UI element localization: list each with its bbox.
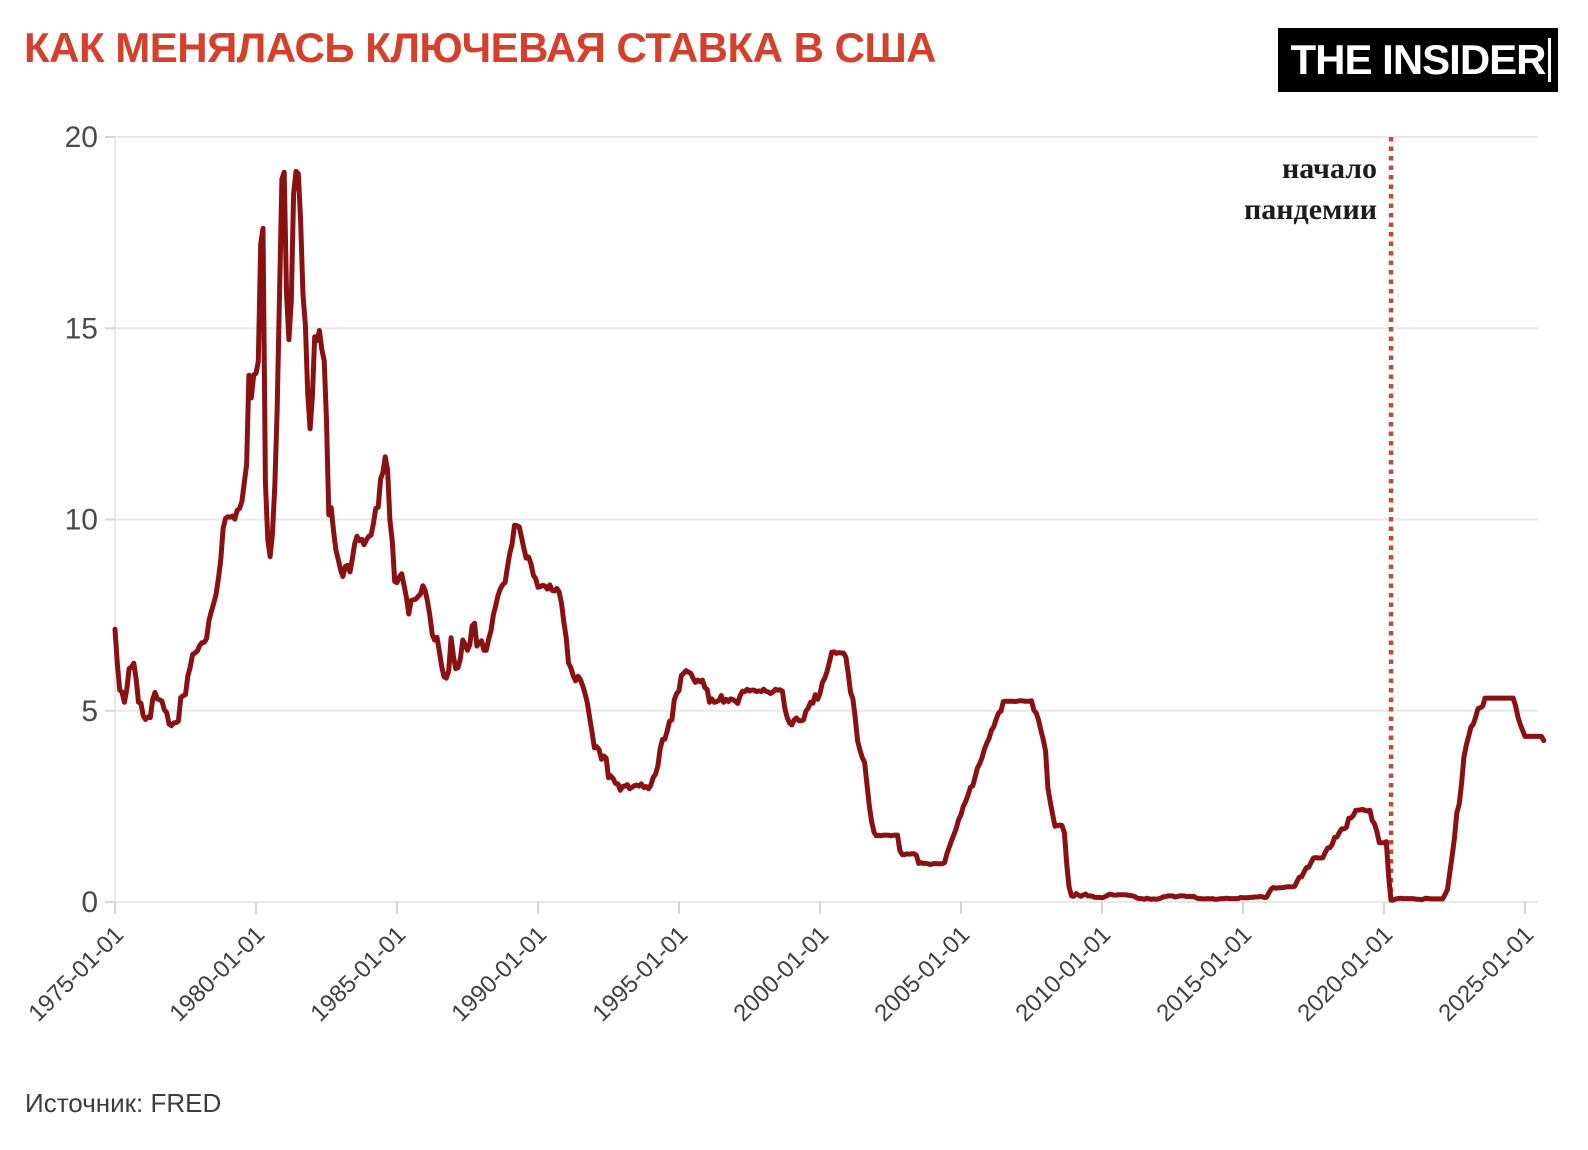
gridlines bbox=[114, 136, 1538, 903]
xtick-label-2005-01-01: 2005-01-01 bbox=[869, 921, 975, 1027]
xtick-label-1980-01-01: 1980-01-01 bbox=[164, 921, 270, 1027]
xtick-label-1975-01-01: 1975-01-01 bbox=[23, 921, 129, 1027]
xtick-label-1995-01-01: 1995-01-01 bbox=[587, 921, 693, 1027]
xtick-label-2015-01-01: 2015-01-01 bbox=[1151, 921, 1257, 1027]
pandemic-annotation: начало пандемии bbox=[1244, 148, 1377, 230]
page-title: КАК МЕНЯЛАСЬ КЛЮЧЕВАЯ СТАВКА В США bbox=[24, 24, 937, 71]
xtick-label-1985-01-01: 1985-01-01 bbox=[305, 921, 411, 1027]
xtick-label-1990-01-01: 1990-01-01 bbox=[446, 921, 552, 1027]
xtick-label-2020-01-01: 2020-01-01 bbox=[1292, 921, 1398, 1027]
ytick-label-5: 5 bbox=[81, 695, 98, 728]
source-note: Источник: FRED bbox=[25, 1088, 222, 1118]
fed-funds-rate-line bbox=[112, 168, 1547, 903]
pandemic-annotation-line2: пандемии bbox=[1243, 193, 1378, 226]
ytick-label-0: 0 bbox=[81, 886, 98, 919]
logo-cursor-bar bbox=[1548, 38, 1551, 82]
logo-text: THE INSIDER bbox=[1290, 36, 1546, 83]
xtick-label-2000-01-01: 2000-01-01 bbox=[728, 921, 834, 1027]
the-insider-logo: THE INSIDER bbox=[1278, 28, 1558, 92]
rate-series-layer bbox=[112, 168, 1547, 903]
ytick-label-15: 15 bbox=[65, 312, 98, 345]
ytick-label-10: 10 bbox=[65, 504, 98, 537]
ytick-label-20: 20 bbox=[65, 121, 98, 154]
xtick-label-2010-01-01: 2010-01-01 bbox=[1010, 921, 1116, 1027]
axis-ticks bbox=[105, 136, 1526, 914]
axis-tick-labels: 0 5 10 15 20 1975-01-01 1980-01-01 1985-01-01 19… bbox=[23, 121, 1539, 1027]
xtick-label-2025-01-01: 2025-01-01 bbox=[1433, 921, 1539, 1027]
pandemic-annotation-line1: начало bbox=[1281, 152, 1378, 185]
